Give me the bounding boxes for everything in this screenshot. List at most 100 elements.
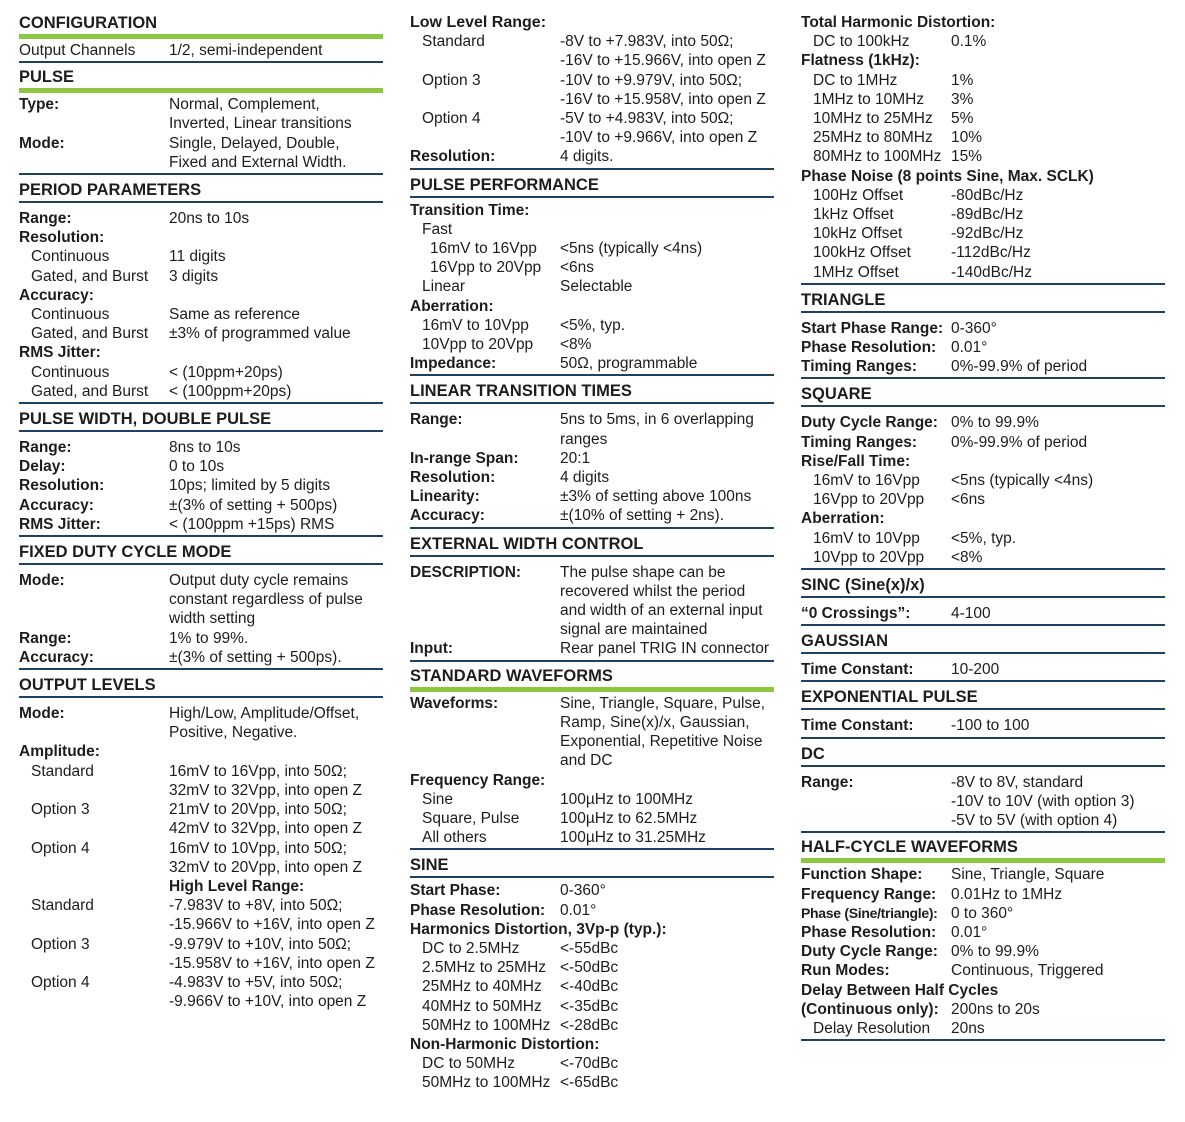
divider	[801, 831, 1165, 834]
spec-row: Time Constant: -100 to 100	[801, 716, 1165, 735]
section-title-pulse: PULSE	[19, 68, 75, 87]
spec-label: RMS Jitter:	[19, 515, 101, 533]
spec-value: <-28dBc	[560, 1016, 619, 1034]
spec-value: 15%	[951, 148, 983, 166]
spec-row: Delay: 0 to 10s	[19, 457, 383, 476]
spec-label: Range:	[19, 629, 72, 647]
spec-label: Range:	[801, 773, 854, 791]
spec-label: RMS Jitter:	[19, 344, 101, 362]
spec-label: Sine	[422, 790, 454, 808]
spec-row: Frequency Range: 0.01Hz to 1MHz	[801, 885, 1165, 904]
linear-rows: Range: 5ns to 5ms, in 6 overlapping range…	[410, 410, 774, 525]
divider	[801, 405, 1165, 408]
spec-label: Continuous	[31, 248, 110, 266]
spec-label: DC to 50MHz	[422, 1055, 516, 1073]
spec-value: ±3% of setting above 100ns	[560, 488, 752, 506]
spec-value: <-70dBc	[560, 1055, 619, 1073]
spec-label: Duty Cycle Range:	[801, 414, 938, 432]
section-title-gaussian: GAUSSIAN	[801, 632, 889, 651]
spec-label: Output Channels	[19, 42, 136, 59]
spec-label: 80MHz to 100MHz	[813, 148, 942, 166]
spec-row: Flatness (1kHz):	[801, 51, 1165, 70]
spec-value: < (100ppm +15ps) RMS	[169, 515, 335, 533]
spec-value: 10-200	[951, 661, 1000, 679]
spec-label: DC to 1MHz	[813, 71, 898, 89]
spec-label: Delay Between Half Cycles	[801, 981, 999, 999]
spec-row: Duty Cycle Range: 0% to 99.9%	[801, 942, 1165, 961]
spec-row: Accuracy:	[19, 286, 383, 305]
spec-label: Accuracy:	[410, 507, 485, 525]
spec-value: 4-100	[951, 605, 991, 623]
divider	[801, 708, 1165, 711]
spec-label: Time Constant:	[801, 717, 914, 735]
spec-label: Phase (Sine/triangle):	[801, 904, 938, 921]
spec-label: 1MHz Offset	[813, 263, 899, 281]
spec-row: Phase Noise (8 points Sine, Max. SCLK)	[801, 167, 1165, 186]
spec-value: 5%	[951, 110, 974, 128]
spec-row: 10kHz Offset -92dBc/Hz	[801, 224, 1165, 243]
spec-label: Square, Pulse	[422, 809, 520, 827]
spec-row: Start Phase Range: 0-360°	[801, 319, 1165, 338]
spec-value: 0.01°	[951, 923, 988, 941]
spec-value: -7.983V to +8V, into 50Ω; -15.966V to +1…	[169, 897, 375, 934]
spec-row: Aberration:	[410, 297, 774, 316]
spec-label: Start Phase Range:	[801, 319, 944, 337]
spec-row: Range: 20ns to 10s	[19, 209, 383, 228]
divider	[19, 34, 383, 39]
section-title-dc: DC	[801, 744, 825, 763]
spec-value: ±(3% of setting + 500ps)	[169, 496, 338, 514]
divider	[410, 195, 774, 198]
section-title-output-levels: OUTPUT LEVELS	[19, 676, 156, 695]
spec-row: 10MHz to 25MHz 5%	[801, 109, 1165, 128]
spec-label: 16mV to 16Vpp	[430, 240, 537, 258]
spec-row: 80MHz to 100MHz 15%	[801, 147, 1165, 166]
spec-label: Time Constant:	[801, 661, 914, 679]
spec-value: <5ns (typically <4ns)	[951, 472, 1094, 490]
spec-value: 10ps; limited by 5 digits	[169, 477, 331, 495]
spec-value: <5ns (typically <4ns)	[560, 240, 703, 258]
spec-label: 25MHz to 40MHz	[422, 978, 542, 996]
spec-label: Range:	[19, 210, 72, 228]
spec-label: 16mV to 10Vpp	[422, 316, 529, 334]
spec-value: 0 to 360°	[951, 904, 1014, 922]
period-rows: Range: 20ns to 10s Resolution: Continuous 11…	[19, 209, 383, 401]
divider	[19, 535, 383, 538]
spec-row: Range: 1% to 99%.	[19, 629, 383, 648]
section-title-sinc: SINC (Sine(x)/x)	[801, 576, 925, 595]
spec-label: Phase Resolution:	[410, 901, 546, 919]
spec-label: Accuracy:	[19, 286, 94, 304]
spec-value: <-50dBc	[560, 959, 619, 977]
divider	[19, 563, 383, 566]
spec-label: Standard	[31, 897, 94, 915]
spec-value: 0%-99.9% of period	[951, 358, 1088, 376]
spec-row: Resolution: 4 digits.	[410, 147, 774, 166]
spec-label: Aberration:	[410, 297, 494, 315]
section-title-half-cycle-waveforms: HALF-CYCLE WAVEFORMS	[801, 838, 1018, 857]
spec-value: 10%	[951, 129, 983, 147]
spec-label: Linearity:	[410, 488, 480, 506]
spec-label: In-range Span:	[410, 449, 519, 467]
divider	[19, 668, 383, 671]
section-title-exponential-pulse: EXPONENTIAL PULSE	[801, 688, 978, 707]
spec-value: <6ns	[951, 491, 986, 509]
section-title-square: SQUARE	[801, 385, 872, 404]
spec-label: 50MHz to 100MHz	[422, 1074, 551, 1092]
spec-row: Delay Resolution 20ns	[801, 1019, 1165, 1038]
divider	[801, 282, 1165, 285]
spec-value: -8V to +7.983V, into 50Ω; -16V to +15.96…	[560, 33, 766, 70]
divider	[801, 624, 1165, 627]
spec-row: Range: -8V to 8V, standard -10V to 10V (…	[801, 773, 1165, 831]
spec-label: “0 Crossings”:	[801, 605, 911, 623]
spec-label: 100kHz Offset	[813, 244, 911, 262]
divider	[19, 201, 383, 204]
spec-value: 16mV to 10Vpp, into 50Ω; 32mV to 20Vpp, …	[169, 839, 363, 876]
spec-label: Fast	[422, 220, 453, 238]
section-title-standard-waveforms: STANDARD WAVEFORMS	[410, 666, 613, 685]
spec-row: Impedance: 50Ω, programmable	[410, 354, 774, 373]
spec-row: 16mV to 10Vpp <5%, typ.	[410, 316, 774, 335]
spec-value: 1%	[951, 71, 974, 89]
spec-row: Waveforms: Sine, Triangle, Square, Pulse,…	[410, 694, 774, 771]
spec-value: -112dBc/Hz	[951, 244, 1031, 262]
spec-label: DC to 2.5MHz	[422, 939, 520, 957]
section-title-configuration: CONFIGURATION	[19, 14, 158, 32]
